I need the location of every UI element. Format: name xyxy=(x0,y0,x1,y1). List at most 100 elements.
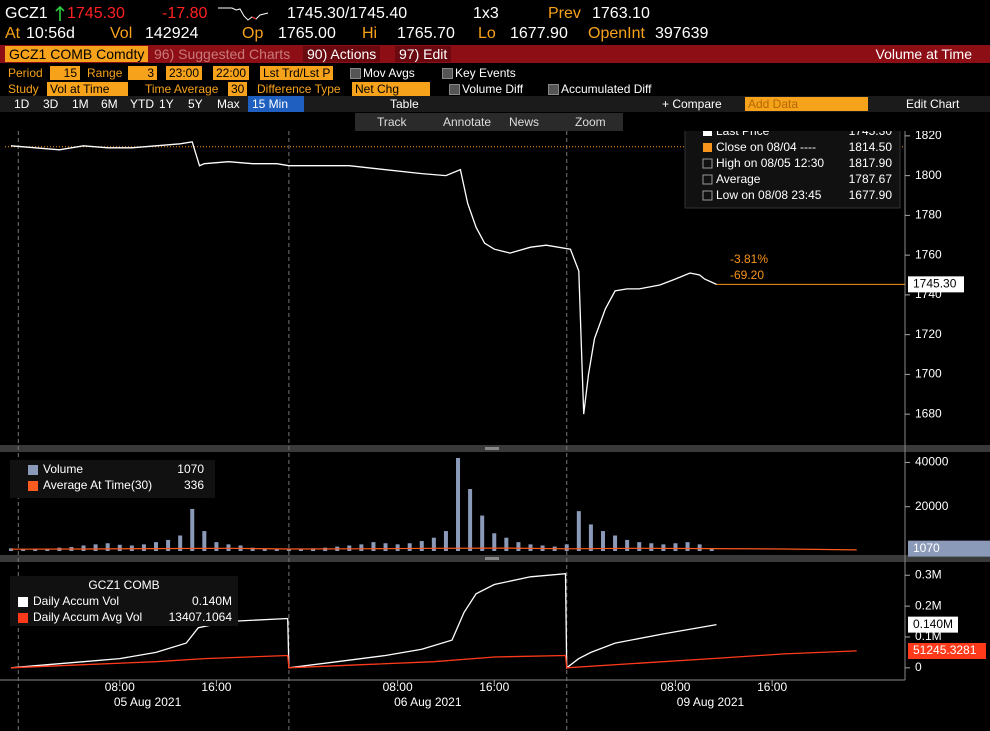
legend-value: 1817.90 xyxy=(849,156,893,170)
volume-bar xyxy=(637,542,642,551)
annotation: -69.20 xyxy=(730,268,764,282)
legend-value: 1814.50 xyxy=(849,140,893,154)
range-button[interactable]: 3D xyxy=(43,97,59,111)
checkbox[interactable] xyxy=(449,84,460,95)
y-tick-label: 1780 xyxy=(915,208,942,222)
legend-value: 1787.67 xyxy=(849,172,893,186)
oi: 397639 xyxy=(655,25,709,42)
y-tick-label: 1720 xyxy=(915,327,942,341)
last-price: 1745.30 xyxy=(67,5,125,22)
diff-type[interactable]: Net Chg xyxy=(352,82,430,96)
at-label: At xyxy=(5,25,21,42)
period[interactable]: 15 xyxy=(50,66,80,80)
accum-diff[interactable]: Accumulated Diff xyxy=(561,82,652,96)
volume-bar xyxy=(311,548,316,551)
annotation: -3.81% xyxy=(730,252,768,266)
volume-bar xyxy=(504,537,509,551)
volume-bar xyxy=(649,543,654,551)
volume-bar xyxy=(395,544,400,551)
legend-marker xyxy=(703,131,712,136)
range[interactable]: 3 xyxy=(128,66,157,80)
y-tick-label: 1680 xyxy=(915,406,942,420)
y-tick-label: 40000 xyxy=(915,455,949,469)
range-button[interactable]: 5Y xyxy=(188,97,203,111)
range-button[interactable]: 1Y xyxy=(159,97,174,111)
range-button[interactable]: 1M xyxy=(72,97,89,111)
tool-button[interactable]: Track xyxy=(377,115,407,129)
study[interactable]: Vol at Time xyxy=(47,82,128,96)
last-label-box xyxy=(908,540,990,557)
op: 1765.00 xyxy=(278,25,336,42)
volume-bar xyxy=(383,543,388,551)
line xyxy=(10,141,717,415)
lo-label: Lo xyxy=(478,25,496,42)
sparkline xyxy=(218,7,269,21)
end-time[interactable]: 22:00 xyxy=(213,66,250,80)
checkbox[interactable] xyxy=(442,68,453,79)
legend-value: 0.140M xyxy=(192,594,232,608)
tool-button[interactable]: News xyxy=(509,115,540,129)
range-button[interactable]: 1D xyxy=(14,97,30,111)
legend-label: Low on 08/08 23:45 xyxy=(716,188,822,202)
legend-label: Average xyxy=(716,172,761,186)
volume-diff[interactable]: Volume Diff xyxy=(462,82,524,96)
day-label: 06 Aug 2021 xyxy=(394,695,462,709)
y-tick-label: 1760 xyxy=(915,247,942,261)
range-button[interactable]: YTD xyxy=(130,97,154,111)
volume-bar xyxy=(117,544,122,551)
edit[interactable]: 97) Edit xyxy=(395,46,452,62)
y-tick-label: 20000 xyxy=(915,499,949,513)
volume-bar xyxy=(625,539,630,551)
price-type[interactable]: Lst Trd/Lst P xyxy=(260,66,334,80)
interval[interactable]: 15 Min xyxy=(248,96,305,112)
last-label: 51245.3281 xyxy=(913,643,977,657)
start-time[interactable]: 23:00 xyxy=(166,66,203,80)
x-tick-label: 08:00 xyxy=(105,680,135,694)
add-data[interactable]: Add Data xyxy=(745,97,868,111)
volume-bar xyxy=(419,541,424,551)
volume-bar xyxy=(456,458,461,551)
chart-toolbar: Track Annotate News Zoom xyxy=(355,113,623,131)
y-tick-label: 1800 xyxy=(915,168,942,182)
button-row: 15 Min Table + Compare Add Data Edit Cha… xyxy=(0,96,990,112)
checkbox[interactable] xyxy=(548,84,559,95)
day-label: 09 Aug 2021 xyxy=(677,695,745,709)
legend-label: High on 08/05 12:30 xyxy=(716,156,824,170)
key-events[interactable]: Key Events xyxy=(455,66,516,80)
legend-marker xyxy=(702,158,713,169)
up-arrow xyxy=(55,6,65,21)
volume-bar xyxy=(286,549,291,551)
y-tick-label: 0.1M xyxy=(915,629,942,643)
table-button[interactable]: Table xyxy=(390,97,419,111)
suggested-charts[interactable]: 96) Suggested Charts xyxy=(154,46,291,62)
last-label-box xyxy=(908,276,964,293)
hi: 1765.70 xyxy=(397,25,455,42)
edit-chart[interactable]: Edit Chart xyxy=(906,97,960,111)
volume-bar xyxy=(154,542,159,551)
actions[interactable]: 90) Actions xyxy=(303,46,381,62)
period-label: Period xyxy=(8,66,43,80)
volume-bar xyxy=(468,489,473,551)
hi-label: Hi xyxy=(362,25,378,42)
study-label: Study xyxy=(8,82,39,96)
checkbox[interactable] xyxy=(350,68,361,79)
mov-avgs[interactable]: Mov Avgs xyxy=(363,66,415,80)
range-button[interactable]: 6M xyxy=(101,97,118,111)
volume-bar xyxy=(298,548,303,551)
time-avg[interactable]: 30 xyxy=(228,82,248,96)
range-button[interactable]: Max xyxy=(217,97,240,111)
tool-button[interactable]: Zoom xyxy=(575,115,606,129)
line xyxy=(10,572,717,670)
y-tick-label: 1820 xyxy=(915,131,942,142)
legend-marker xyxy=(702,174,713,185)
legend-label: Volume xyxy=(43,462,83,476)
volume-bar xyxy=(709,548,714,551)
volume-bar xyxy=(516,542,521,551)
security[interactable]: GCZ1 COMB Comdty xyxy=(5,46,149,62)
volume-bar xyxy=(697,544,702,551)
range-label: Range xyxy=(87,66,123,80)
tool-button[interactable]: Annotate xyxy=(443,115,492,129)
compare-button[interactable]: + Compare xyxy=(662,97,722,111)
menu-bar: GCZ1 COMB Comdty 96) Suggested Charts 90… xyxy=(0,45,990,63)
